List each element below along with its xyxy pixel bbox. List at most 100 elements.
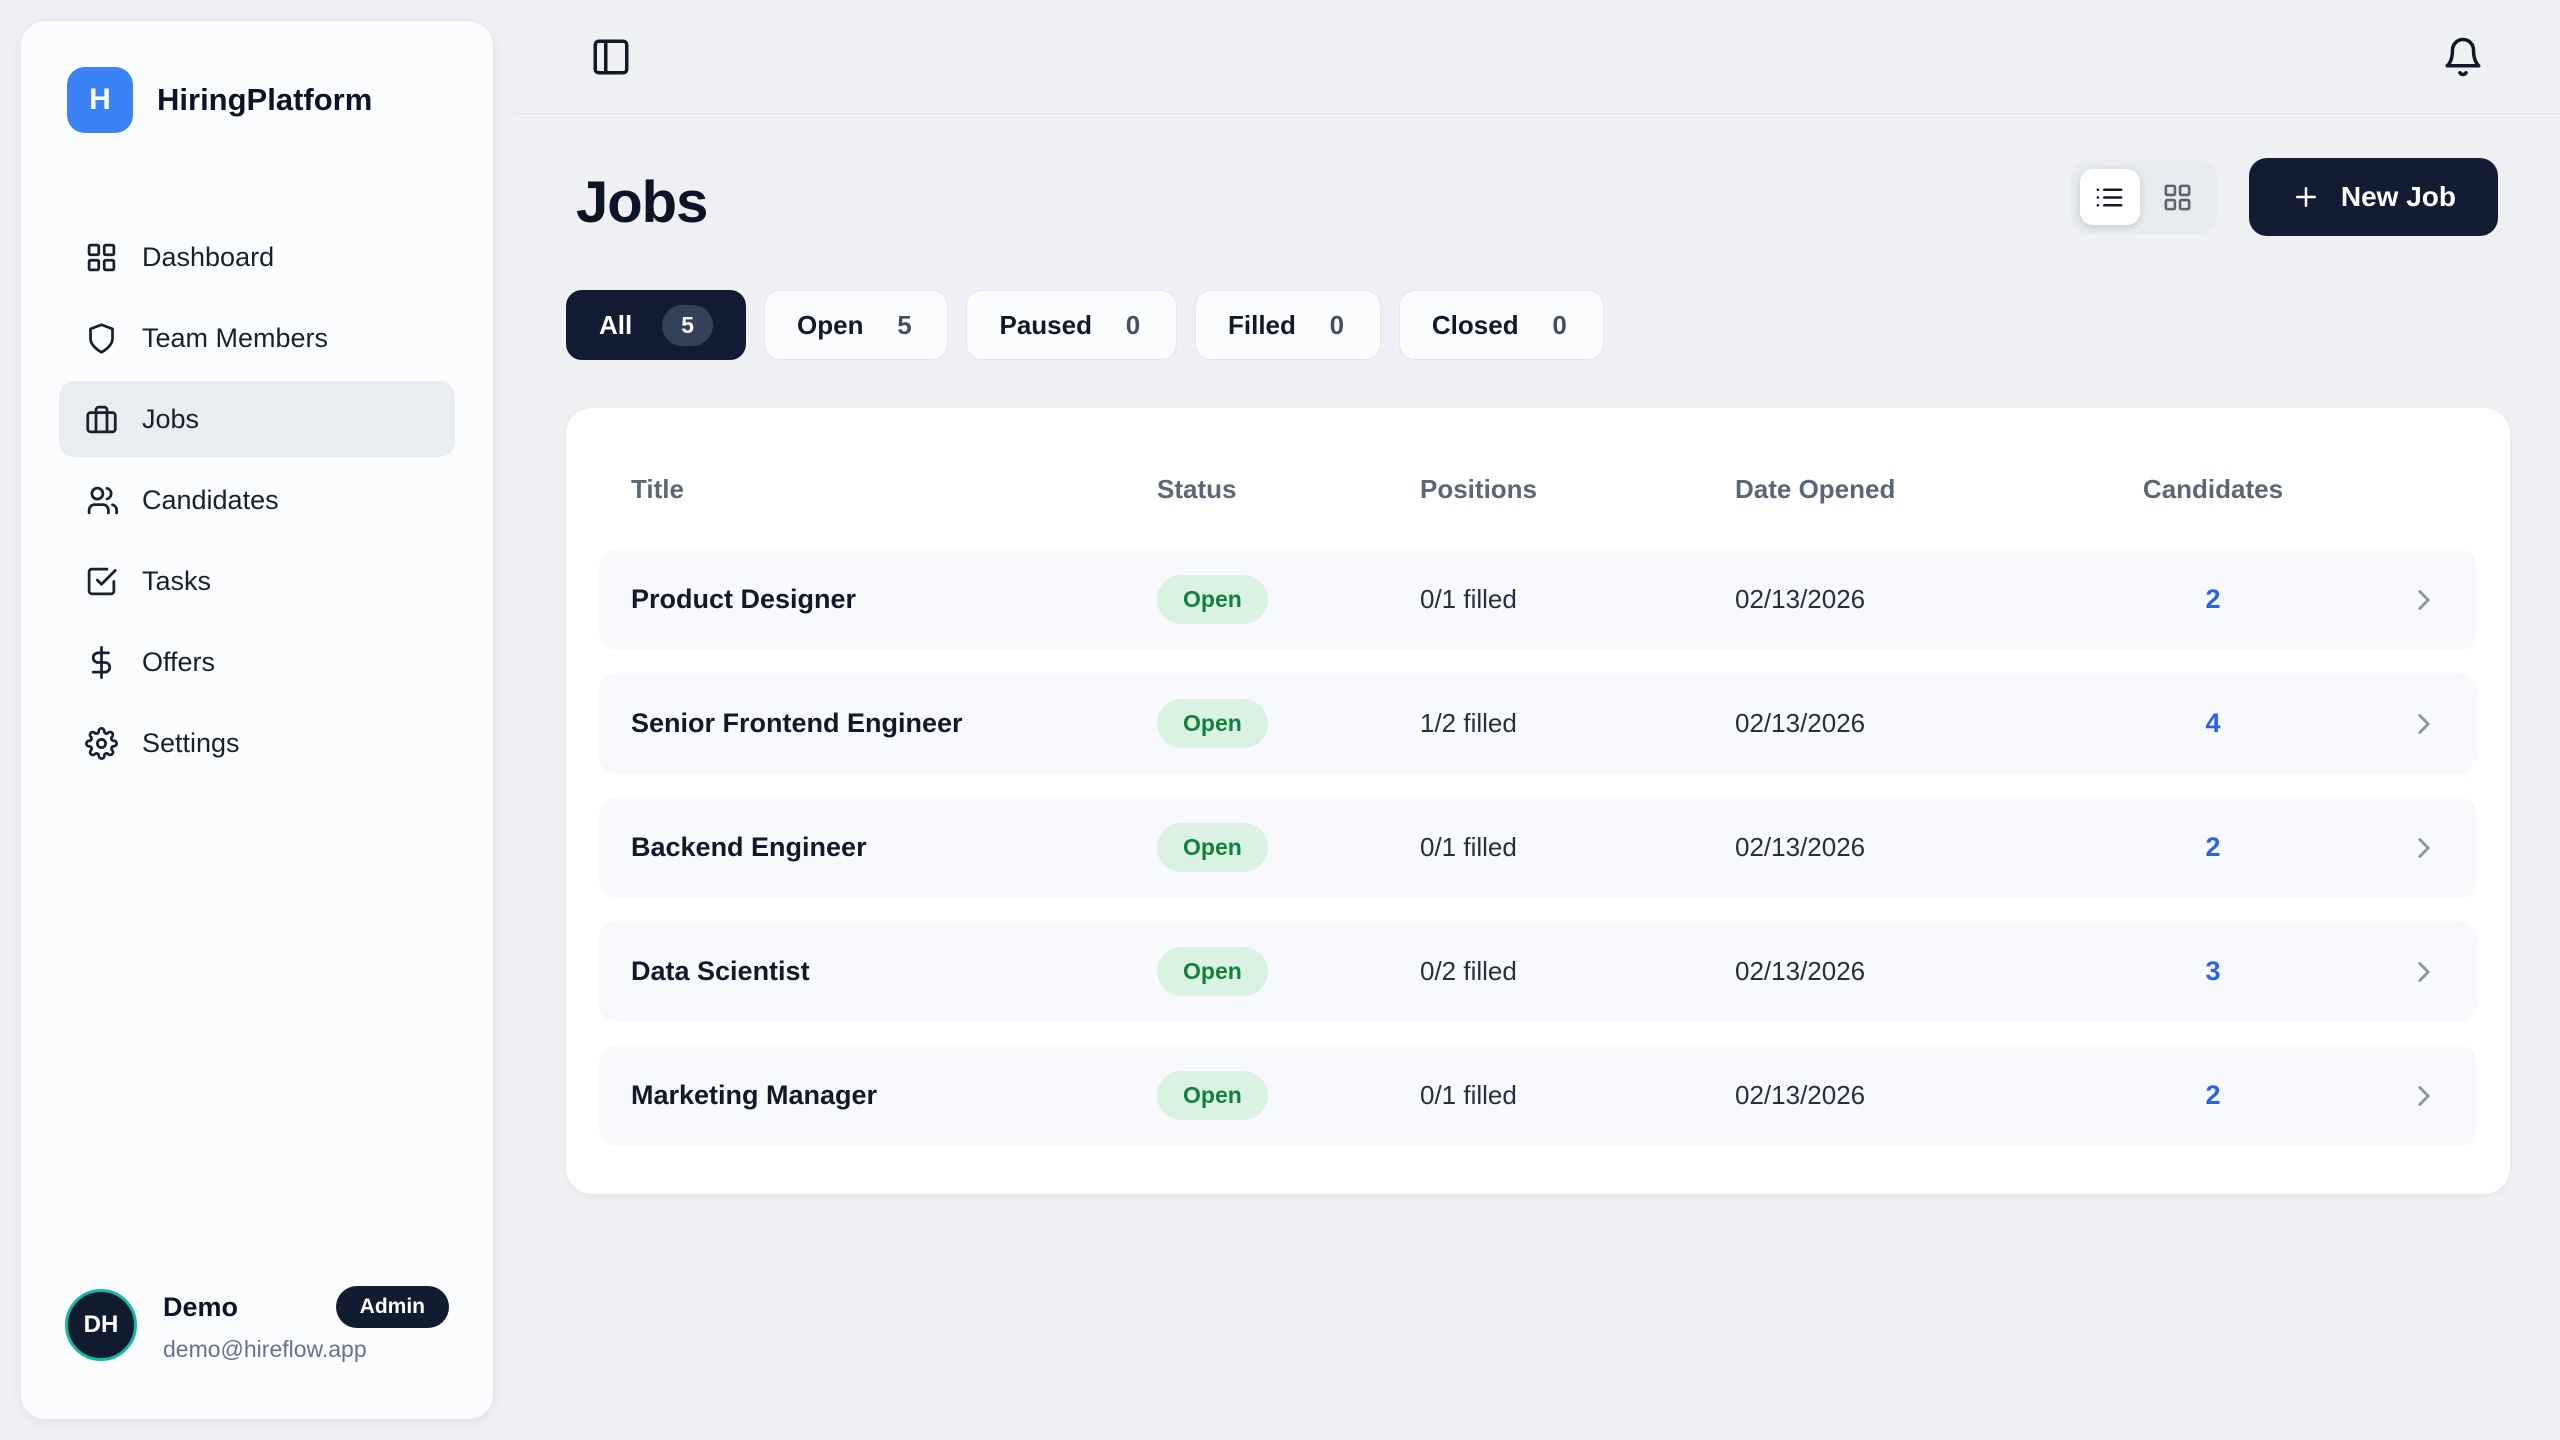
dashboard-icon	[85, 241, 118, 274]
candidates-count[interactable]: 2	[2205, 584, 2221, 614]
candidates-count[interactable]: 2	[2205, 832, 2221, 862]
sidebar-item-label: Offers	[142, 646, 216, 677]
status-badge: Open	[1157, 947, 1268, 996]
briefcase-icon	[85, 403, 118, 436]
filter-label: Open	[797, 309, 864, 340]
page-head: Jobs	[566, 158, 2510, 236]
table-row[interactable]: Marketing Manager Open 0/1 filled 02/13/…	[599, 1045, 2477, 1146]
sidebar-item-offers[interactable]: Offers	[59, 624, 455, 700]
date-opened-cell: 02/13/2026	[1735, 1080, 1866, 1110]
status-badge: Open	[1157, 823, 1268, 872]
chevron-right-icon[interactable]	[2407, 831, 2441, 865]
filter-paused[interactable]: Paused 0	[966, 290, 1177, 360]
topbar	[514, 0, 2560, 114]
grid-icon	[2162, 182, 2193, 213]
sidebar-item-label: Settings	[142, 727, 240, 758]
sidebar-item-jobs[interactable]: Jobs	[59, 381, 455, 457]
sidebar: H HiringPlatform Dashboard Team Members …	[20, 20, 494, 1420]
sidebar-item-label: Team Members	[142, 322, 329, 353]
filter-count: 5	[662, 304, 714, 346]
sidebar-item-label: Tasks	[142, 565, 212, 596]
sidebar-nav: Dashboard Team Members Jobs Candidates T…	[59, 219, 455, 781]
date-opened-cell: 02/13/2026	[1735, 708, 1866, 738]
positions-cell: 0/2 filled	[1420, 956, 1517, 986]
grid-view-button[interactable]	[2148, 169, 2208, 225]
sidebar-item-settings[interactable]: Settings	[59, 705, 455, 781]
column-header-positions: Positions	[1420, 474, 1538, 504]
sidebar-toggle-button[interactable]	[590, 36, 632, 78]
brand: H HiringPlatform	[59, 67, 455, 133]
positions-cell: 0/1 filled	[1420, 584, 1517, 614]
positions-cell: 0/1 filled	[1420, 1080, 1517, 1110]
status-badge: Open	[1157, 575, 1268, 624]
filter-label: Closed	[1431, 309, 1519, 340]
chevron-right-icon[interactable]	[2407, 583, 2441, 617]
table-row[interactable]: Data Scientist Open 0/2 filled 02/13/202…	[599, 921, 2477, 1022]
date-opened-cell: 02/13/2026	[1735, 956, 1866, 986]
candidates-count[interactable]: 2	[2205, 1080, 2221, 1110]
view-toggle	[2070, 160, 2217, 234]
sidebar-item-label: Jobs	[142, 403, 200, 434]
column-header-candidates: Candidates	[2142, 474, 2284, 504]
sidebar-item-label: Dashboard	[142, 241, 275, 272]
filter-all[interactable]: All 5	[566, 290, 747, 360]
list-view-button[interactable]	[2079, 169, 2140, 225]
filter-filled[interactable]: Filled 0	[1194, 290, 1381, 360]
status-filters: All 5 Open 5 Paused 0 Filled 0 Closed 0	[566, 290, 2510, 360]
chevron-right-icon[interactable]	[2407, 707, 2441, 741]
head-actions: New Job	[2070, 158, 2498, 236]
job-title: Marketing Manager	[631, 1080, 878, 1110]
candidates-count[interactable]: 3	[2205, 956, 2221, 986]
column-header-title: Title	[631, 474, 684, 504]
table-header: Title Status Positions Date Opened Candi…	[599, 408, 2477, 549]
main-area: Jobs	[514, 0, 2560, 1440]
new-job-label: New Job	[2340, 181, 2456, 212]
chevron-right-icon[interactable]	[2407, 1079, 2441, 1113]
candidates-count[interactable]: 4	[2205, 708, 2221, 738]
date-opened-cell: 02/13/2026	[1735, 832, 1866, 862]
plus-icon	[2291, 182, 2321, 212]
chevron-right-icon[interactable]	[2407, 955, 2441, 989]
filter-label: Paused	[999, 309, 1092, 340]
sidebar-item-tasks[interactable]: Tasks	[59, 543, 455, 619]
app-name: HiringPlatform	[157, 82, 373, 117]
notifications-button[interactable]	[2442, 36, 2484, 78]
panel-left-icon	[590, 36, 632, 78]
job-title: Backend Engineer	[631, 832, 867, 862]
filter-count: 0	[1552, 309, 1567, 340]
positions-cell: 0/1 filled	[1420, 832, 1517, 862]
new-job-button[interactable]: New Job	[2248, 158, 2498, 236]
users-icon	[85, 484, 118, 517]
status-badge: Open	[1157, 1071, 1268, 1120]
job-title: Data Scientist	[631, 956, 810, 986]
jobs-table-card: Title Status Positions Date Opened Candi…	[566, 408, 2510, 1194]
sidebar-item-dashboard[interactable]: Dashboard	[59, 219, 455, 295]
sidebar-item-label: Candidates	[142, 484, 279, 515]
filter-label: Filled	[1227, 309, 1296, 340]
content: Jobs	[514, 114, 2560, 1194]
filter-count: 0	[1329, 309, 1345, 340]
user-panel: DH Demo Admin demo@hireflow.app	[59, 1286, 455, 1363]
column-header-status: Status	[1157, 474, 1237, 504]
dollar-icon	[85, 645, 118, 679]
user-name: Demo	[163, 1291, 239, 1322]
sidebar-item-team-members[interactable]: Team Members	[59, 300, 455, 376]
user-email: demo@hireflow.app	[163, 1336, 367, 1362]
status-badge: Open	[1157, 699, 1268, 748]
sidebar-item-candidates[interactable]: Candidates	[59, 462, 455, 538]
filter-count: 5	[897, 309, 912, 340]
job-title: Senior Frontend Engineer	[631, 708, 963, 738]
filter-closed[interactable]: Closed 0	[1398, 290, 1604, 360]
table-row[interactable]: Backend Engineer Open 0/1 filled 02/13/2…	[599, 797, 2477, 898]
column-header-date-opened: Date Opened	[1735, 474, 1896, 504]
page-title: Jobs	[576, 170, 708, 235]
filter-count: 0	[1125, 309, 1141, 340]
user-info: Demo Admin demo@hireflow.app	[163, 1286, 449, 1363]
table-row[interactable]: Senior Frontend Engineer Open 1/2 filled…	[599, 673, 2477, 774]
filter-open[interactable]: Open 5	[764, 290, 949, 360]
check-square-icon	[85, 565, 118, 598]
avatar: DH	[65, 1288, 137, 1361]
app-logo: H	[67, 67, 133, 133]
table-row[interactable]: Product Designer Open 0/1 filled 02/13/2…	[599, 549, 2477, 650]
list-icon	[2094, 182, 2125, 213]
